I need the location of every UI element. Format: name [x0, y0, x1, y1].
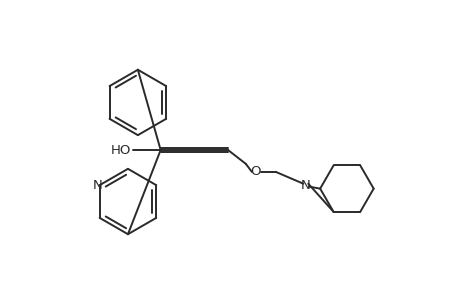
- Text: O: O: [250, 165, 260, 178]
- Text: N: N: [300, 179, 309, 192]
- Text: N: N: [93, 179, 102, 192]
- Text: HO: HO: [110, 143, 131, 157]
